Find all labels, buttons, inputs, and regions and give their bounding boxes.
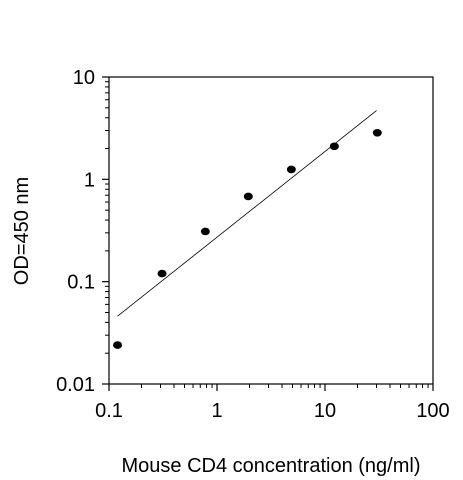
y-tick-label: 0.1 bbox=[67, 272, 95, 294]
data-point bbox=[200, 227, 210, 236]
data-point bbox=[157, 269, 167, 278]
data-point bbox=[286, 165, 296, 174]
y-axis-label: OD=450 nm bbox=[11, 177, 33, 285]
data-point bbox=[372, 128, 382, 137]
data-point bbox=[329, 142, 339, 151]
fit-line-group bbox=[117, 110, 377, 317]
x-tick-label: 1 bbox=[211, 400, 222, 422]
axes bbox=[108, 76, 434, 385]
y-tick-label: 10 bbox=[73, 67, 95, 89]
y-tick-label: 0.01 bbox=[56, 374, 95, 396]
x-axis-label: Mouse CD4 concentration (ng/ml) bbox=[121, 455, 420, 477]
x-tick-label: 10 bbox=[314, 400, 336, 422]
x-tick-label: 0.1 bbox=[95, 400, 123, 422]
y-tick-label: 1 bbox=[84, 169, 95, 191]
fit-line bbox=[117, 110, 377, 317]
data-points bbox=[113, 128, 382, 349]
x-tick-label: 100 bbox=[416, 400, 449, 422]
data-point bbox=[243, 192, 253, 201]
plot-frame bbox=[108, 76, 434, 385]
data-point bbox=[113, 341, 123, 349]
